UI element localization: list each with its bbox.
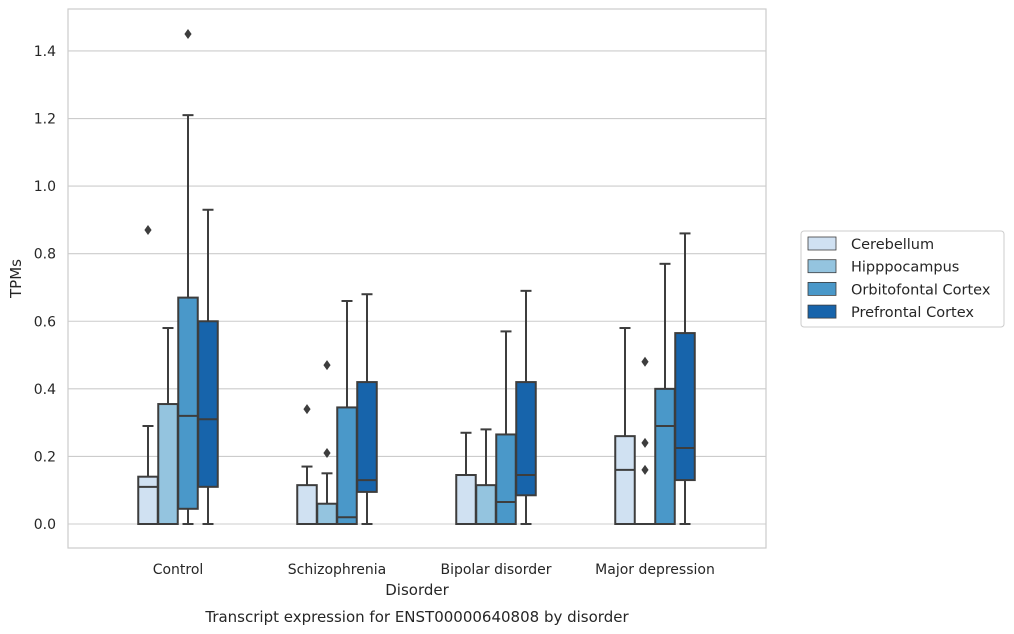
box-cerebellum bbox=[455, 431, 477, 525]
legend: Cerebellum Hipppocampus Orbitofontal Corte… bbox=[800, 230, 1005, 328]
box-orbitofontal-cortex bbox=[495, 330, 517, 526]
box-cerebellum bbox=[296, 404, 318, 526]
outlier-point bbox=[144, 225, 152, 236]
box-cerebellum bbox=[614, 327, 636, 525]
box-body bbox=[356, 381, 378, 493]
legend-frame bbox=[800, 230, 1005, 328]
box-hipppocampus bbox=[634, 356, 656, 526]
outlier-point bbox=[641, 356, 649, 367]
box-body bbox=[157, 403, 179, 525]
legend-swatch bbox=[807, 304, 837, 319]
y-tick-label: 1.2 bbox=[34, 112, 56, 128]
box-prefrontal-cortex bbox=[515, 289, 537, 525]
box-body bbox=[654, 387, 676, 525]
legend-swatch bbox=[807, 236, 837, 251]
box-body bbox=[177, 296, 199, 510]
y-tick-labels: 0.0 0.2 0.4 0.6 0.8 1.0 1.2 1.4 bbox=[34, 44, 56, 533]
x-tick-label: Major depression bbox=[595, 562, 715, 578]
legend-label: Hipppocampus bbox=[851, 260, 959, 276]
y-tick-label: 0.2 bbox=[34, 449, 56, 465]
outlier-point bbox=[303, 404, 311, 415]
box-orbitofontal-cortex bbox=[336, 299, 358, 525]
box-body bbox=[296, 484, 318, 526]
x-tick-labels: Control Schizophrenia Bipolar disorder Majo… bbox=[153, 562, 715, 578]
x-tick-label: Schizophrenia bbox=[288, 562, 386, 578]
box-prefrontal-cortex bbox=[356, 293, 378, 525]
box-body bbox=[455, 474, 477, 525]
outlier-point bbox=[323, 360, 331, 371]
box-plots bbox=[137, 29, 696, 526]
box-body bbox=[197, 320, 219, 488]
plot-frame bbox=[67, 8, 767, 549]
box-orbitofontal-cortex bbox=[177, 29, 199, 525]
box-body bbox=[515, 381, 537, 497]
box-orbitofontal-cortex bbox=[654, 262, 676, 525]
outlier-point bbox=[323, 448, 331, 459]
y-tick-label: 0.0 bbox=[34, 517, 56, 533]
box-cerebellum bbox=[137, 225, 159, 525]
box-body bbox=[614, 435, 636, 525]
y-axis-label: TPMs bbox=[7, 259, 25, 299]
box-hipppocampus bbox=[157, 327, 179, 525]
box-body bbox=[137, 475, 159, 525]
y-tick-label: 0.8 bbox=[34, 247, 56, 263]
legend-swatch bbox=[807, 281, 837, 296]
y-tick-label: 0.4 bbox=[34, 382, 56, 398]
chart-caption: Transcript expression for ENST0000064080… bbox=[204, 608, 629, 626]
y-tick-label: 1.4 bbox=[34, 44, 56, 60]
y-tick-label: 1.0 bbox=[34, 179, 56, 195]
box-prefrontal-cortex bbox=[674, 232, 696, 525]
legend-label: Orbitofontal Cortex bbox=[851, 282, 991, 298]
legend-label: Prefrontal Cortex bbox=[851, 305, 974, 321]
outlier-point bbox=[641, 464, 649, 475]
box-body bbox=[674, 332, 696, 482]
box-prefrontal-cortex bbox=[197, 208, 219, 525]
outlier-point bbox=[184, 29, 192, 40]
outlier-point bbox=[641, 437, 649, 448]
x-tick-label: Bipolar disorder bbox=[440, 562, 551, 578]
box-body bbox=[475, 484, 497, 526]
x-axis-label: Disorder bbox=[385, 581, 449, 599]
box-body bbox=[495, 433, 517, 526]
x-tick-label: Control bbox=[153, 562, 204, 578]
box-body bbox=[316, 502, 338, 526]
box-hipppocampus bbox=[475, 428, 497, 526]
box-body bbox=[336, 406, 358, 525]
legend-swatch bbox=[807, 259, 837, 274]
y-tick-label: 0.6 bbox=[34, 314, 56, 330]
legend-label: Cerebellum bbox=[851, 237, 934, 253]
box-hipppocampus bbox=[316, 360, 338, 526]
